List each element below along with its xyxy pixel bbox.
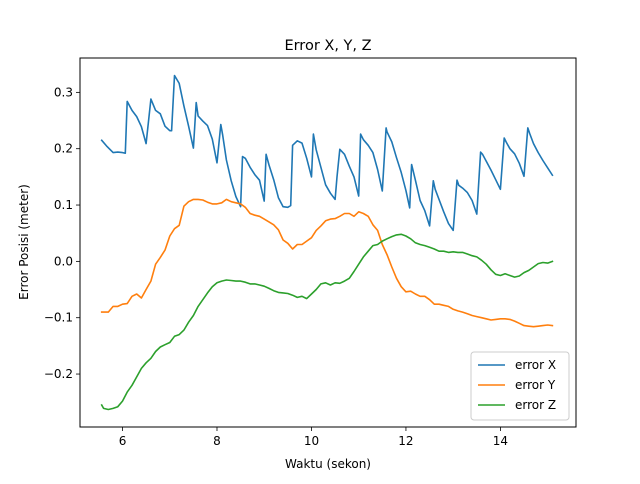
legend-box — [470, 351, 570, 421]
y-tick-label: −0.2 — [44, 367, 73, 381]
legend-label: error X — [515, 358, 556, 372]
x-tick-label: 12 — [398, 434, 413, 448]
axes-frame — [79, 57, 577, 428]
series-line-error-x — [100, 74, 554, 232]
y-tick-label: 0.1 — [54, 198, 73, 212]
x-tick-label: 8 — [213, 434, 221, 448]
chart-title: Error X, Y, Z — [284, 38, 371, 54]
series-line-error-y — [100, 198, 554, 328]
x-tick-label: 14 — [493, 434, 508, 448]
x-tick-label: 10 — [304, 434, 319, 448]
y-tick-label: 0.0 — [54, 254, 73, 268]
y-tick-label: 0.3 — [54, 85, 73, 99]
plot-area — [100, 74, 554, 411]
legend-label: error Y — [515, 378, 556, 392]
axis-ticks: 6 8 10 12 14 −0.2 −0.1 0.0 0.1 0.2 0.3 — [44, 85, 508, 448]
legend: error X error Y error Z — [470, 351, 570, 421]
x-axis-label: Waktu (sekon) — [285, 457, 371, 471]
x-tick-label: 6 — [119, 434, 127, 448]
y-tick-label: −0.1 — [44, 311, 73, 325]
legend-label: error Z — [515, 398, 556, 412]
y-tick-label: 0.2 — [54, 142, 73, 156]
series-line-error-z — [100, 233, 554, 411]
y-axis-label: Error Posisi (meter) — [17, 184, 31, 300]
